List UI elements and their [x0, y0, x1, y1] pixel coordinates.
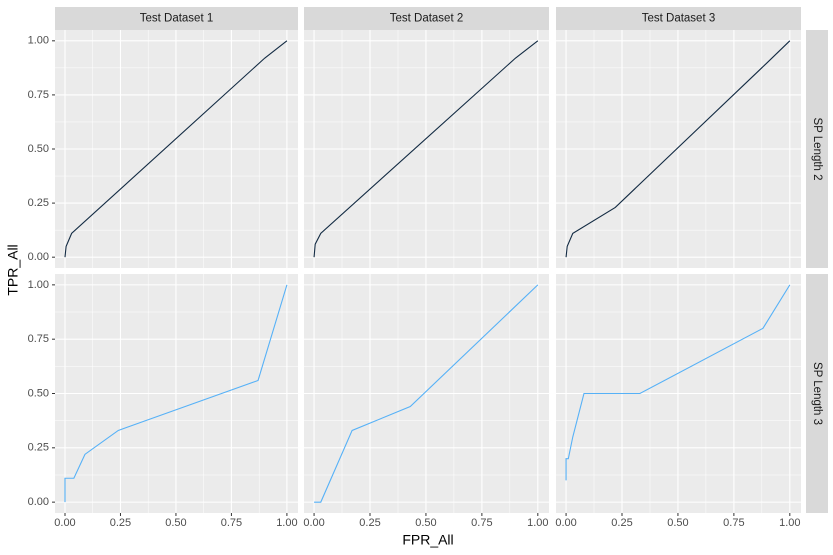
strip — [556, 7, 801, 30]
strip — [806, 30, 828, 268]
row-strip-label: SP Length 3 — [811, 362, 823, 425]
x-tick-label: 0.75 — [221, 517, 242, 529]
x-tick-label: 0.50 — [165, 517, 186, 529]
y-tick-label: 0.00 — [28, 251, 49, 263]
x-tick-label: 0.00 — [54, 517, 75, 529]
column-strip-label: Test Dataset 1 — [140, 13, 214, 25]
y-tick-label: 0.50 — [28, 143, 49, 155]
roc-line — [64, 284, 288, 503]
strip — [806, 274, 828, 513]
roc-line — [565, 284, 791, 481]
y-tick-label: 0.75 — [28, 333, 49, 345]
x-tick-label: 0.00 — [555, 517, 576, 529]
x-tick-label: 0.75 — [723, 517, 744, 529]
row-strip-label: SP Length 2 — [811, 117, 823, 180]
x-tick-label: 0.75 — [471, 517, 492, 529]
roc-line — [314, 284, 539, 503]
x-tick-label: 1.00 — [276, 517, 297, 529]
y-tick-label: 0.25 — [28, 197, 49, 209]
y-tick-label: 0.75 — [28, 89, 49, 101]
y-tick-label: 0.00 — [28, 496, 49, 508]
x-tick-label: 0.25 — [611, 517, 632, 529]
x-tick-label: 0.00 — [303, 517, 324, 529]
y-tick-label: 1.00 — [28, 35, 49, 47]
column-strip-label: Test Dataset 3 — [642, 13, 716, 25]
roc-line — [64, 40, 288, 258]
column-strip-label: Test Dataset 2 — [390, 13, 464, 25]
x-tick-label: 0.50 — [415, 517, 436, 529]
x-tick-label: 1.00 — [527, 517, 548, 529]
x-axis-title: FPR_All — [402, 532, 453, 548]
strip — [55, 7, 298, 30]
y-axis-title: TPR_All — [5, 244, 21, 295]
roc-line — [313, 40, 539, 258]
x-tick-label: 1.00 — [779, 517, 800, 529]
y-tick-label: 0.50 — [28, 387, 49, 399]
x-tick-label: 0.50 — [667, 517, 688, 529]
strip — [304, 7, 549, 30]
roc-line — [565, 40, 791, 258]
y-tick-label: 0.25 — [28, 442, 49, 454]
x-tick-label: 0.25 — [359, 517, 380, 529]
x-tick-label: 0.25 — [110, 517, 131, 529]
y-tick-label: 1.00 — [28, 279, 49, 291]
